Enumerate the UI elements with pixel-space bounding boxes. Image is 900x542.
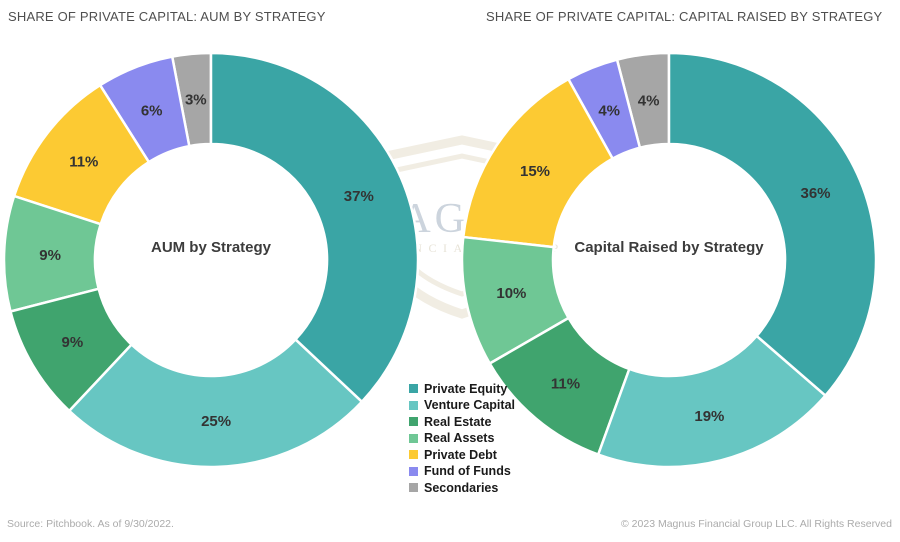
slice-value-label: 4%: [598, 103, 620, 120]
slice-real-estate: [488, 316, 631, 456]
legend-item-private-equity: Private Equity: [409, 381, 515, 396]
slice-value-label: 25%: [201, 413, 231, 430]
slice-private-debt: [12, 83, 151, 226]
legend-item-fund-of-funds: Fund of Funds: [409, 464, 515, 478]
slice-value-label: 6%: [141, 102, 163, 119]
donut-chart-capital-raised: Capital Raised by Strategy 36% 19% 11% 10% 1…: [460, 51, 878, 469]
legend-item-secondaries: Secondaries: [409, 480, 515, 495]
slice-value-label: 3%: [185, 92, 207, 109]
legend-label: Secondaries: [424, 480, 499, 495]
legend-marker-icon: [409, 384, 418, 393]
slice-fund-of-funds: [98, 55, 191, 164]
legend-marker-icon: [409, 466, 418, 476]
slice-value-label: 11%: [551, 375, 580, 392]
slice-value-label: 9%: [62, 334, 84, 351]
legend-item-private-debt: Private Debt: [409, 447, 515, 462]
legend-marker-icon: [409, 433, 418, 443]
slice-fund-of-funds: [567, 58, 642, 160]
legend-label: Private Equity: [424, 381, 508, 396]
slice-real-assets: [460, 235, 570, 365]
legend-label: Fund of Funds: [424, 464, 511, 478]
slice-value-label: 10%: [496, 285, 526, 302]
chart-title-capital-raised: SHARE OF PRIVATE CAPITAL: CAPITAL RAISED…: [486, 9, 883, 24]
slice-private-equity: [667, 51, 878, 397]
chart-title-aum: SHARE OF PRIVATE CAPITAL: AUM BY STRATEG…: [8, 9, 326, 24]
slice-value-label: 15%: [520, 163, 550, 180]
legend-marker-icon: [409, 483, 418, 492]
slice-venture-capital: [68, 338, 364, 469]
slice-value-label: 9%: [39, 247, 61, 264]
legend: Private Equity Venture Capital Real Estate…: [409, 381, 515, 495]
slice-real-estate: [9, 287, 133, 413]
copyright-notice: © 2023 Magnus Financial Group LLC. All R…: [621, 518, 892, 530]
slice-value-label: 37%: [344, 188, 374, 205]
legend-label: Private Debt: [424, 447, 497, 462]
legend-marker-icon: [409, 417, 418, 426]
legend-label: Real Assets: [424, 431, 495, 445]
legend-item-real-estate: Real Estate: [409, 414, 515, 429]
legend-marker-icon: [409, 450, 418, 459]
slice-value-label: 4%: [638, 92, 660, 109]
slice-value-label: 36%: [800, 185, 830, 202]
slice-value-label: 19%: [694, 408, 724, 425]
slice-value-label: 11%: [69, 153, 98, 170]
legend-marker-icon: [409, 400, 418, 410]
donut-chart-aum: AUM by Strategy 37% 25% 9% 9% 11% 6% 3%: [2, 51, 420, 469]
chart-center-label: AUM by Strategy: [151, 239, 272, 256]
source-note: Source: Pitchbook. As of 9/30/2022.: [7, 518, 174, 530]
legend-item-venture-capital: Venture Capital: [409, 398, 515, 412]
legend-label: Venture Capital: [424, 398, 515, 412]
slice-private-equity: [209, 51, 420, 403]
legend-item-real-assets: Real Assets: [409, 431, 515, 445]
chart-center-label: Capital Raised by Strategy: [574, 239, 764, 256]
slice-real-assets: [2, 194, 102, 313]
legend-label: Real Estate: [424, 414, 492, 429]
slice-venture-capital: [596, 334, 827, 469]
slice-private-debt: [462, 77, 614, 249]
